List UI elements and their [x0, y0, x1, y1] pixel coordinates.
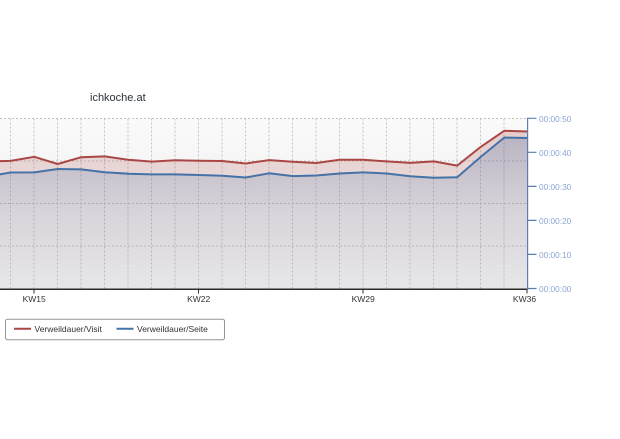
svg-text:KW22: KW22 — [187, 294, 210, 304]
svg-text:Verweildauer/Visit: Verweildauer/Visit — [35, 324, 103, 334]
svg-text:00:00:20: 00:00:20 — [539, 216, 572, 226]
svg-text:KW29: KW29 — [352, 294, 375, 304]
svg-text:KW36: KW36 — [513, 294, 536, 304]
svg-text:00:00:30: 00:00:30 — [539, 182, 572, 192]
svg-text:KW15: KW15 — [23, 294, 46, 304]
svg-text:00:00:00: 00:00:00 — [539, 284, 572, 294]
svg-text:00:00:40: 00:00:40 — [539, 148, 572, 158]
svg-text:00:00:10: 00:00:10 — [539, 250, 572, 260]
svg-text:ichkoche.at: ichkoche.at — [90, 92, 146, 104]
svg-text:Verweildauer/Seite: Verweildauer/Seite — [137, 324, 208, 334]
svg-text:00:00:50: 00:00:50 — [539, 114, 572, 124]
